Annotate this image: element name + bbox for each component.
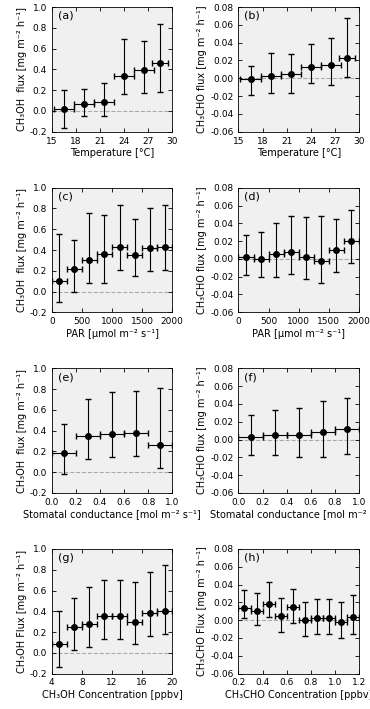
- Y-axis label: CH₃OH Flux [mg m⁻² h⁻¹]: CH₃OH Flux [mg m⁻² h⁻¹]: [17, 549, 27, 673]
- X-axis label: Temperature [°C]: Temperature [°C]: [70, 148, 154, 158]
- Y-axis label: CH₃CHO flux [mg m⁻² h⁻¹]: CH₃CHO flux [mg m⁻² h⁻¹]: [198, 186, 208, 314]
- Y-axis label: CH₃CHO flux [mg m⁻² h⁻¹]: CH₃CHO flux [mg m⁻² h⁻¹]: [198, 367, 208, 494]
- X-axis label: Stomatal conductance [mol m⁻² s⁻¹]: Stomatal conductance [mol m⁻² s⁻¹]: [23, 510, 201, 520]
- Text: (g): (g): [58, 553, 74, 563]
- Y-axis label: CH₃CHO flux [mg m⁻² h⁻¹]: CH₃CHO flux [mg m⁻² h⁻¹]: [198, 6, 208, 133]
- X-axis label: Temperature [°C]: Temperature [°C]: [256, 148, 341, 158]
- Text: (d): (d): [245, 191, 260, 201]
- Text: (f): (f): [245, 372, 257, 382]
- X-axis label: PAR [μmol m⁻² s⁻¹]: PAR [μmol m⁻² s⁻¹]: [252, 329, 345, 339]
- Text: (c): (c): [58, 191, 73, 201]
- X-axis label: Stomatal conductance [mol m⁻² s⁻¹]: Stomatal conductance [mol m⁻² s⁻¹]: [210, 510, 370, 520]
- Y-axis label: CH₃OH  flux [mg m⁻² h⁻¹]: CH₃OH flux [mg m⁻² h⁻¹]: [17, 369, 27, 493]
- Text: (b): (b): [245, 11, 260, 21]
- Text: (h): (h): [245, 553, 260, 563]
- Y-axis label: CH₃OH  flux [mg m⁻² h⁻¹]: CH₃OH flux [mg m⁻² h⁻¹]: [17, 188, 27, 312]
- X-axis label: CH₃OH Concentration [ppbv]: CH₃OH Concentration [ppbv]: [42, 690, 182, 700]
- Text: (a): (a): [58, 11, 74, 21]
- X-axis label: CH₃CHO Concentration [ppbv]: CH₃CHO Concentration [ppbv]: [225, 690, 370, 700]
- X-axis label: PAR [μmol m⁻² s⁻¹]: PAR [μmol m⁻² s⁻¹]: [65, 329, 158, 339]
- Text: (e): (e): [58, 372, 74, 382]
- Y-axis label: CH₃OH  flux [mg m⁻² h⁻¹]: CH₃OH flux [mg m⁻² h⁻¹]: [17, 7, 27, 131]
- Y-axis label: CH₃CHO Flux [mg m⁻² h⁻¹]: CH₃CHO Flux [mg m⁻² h⁻¹]: [198, 547, 208, 676]
